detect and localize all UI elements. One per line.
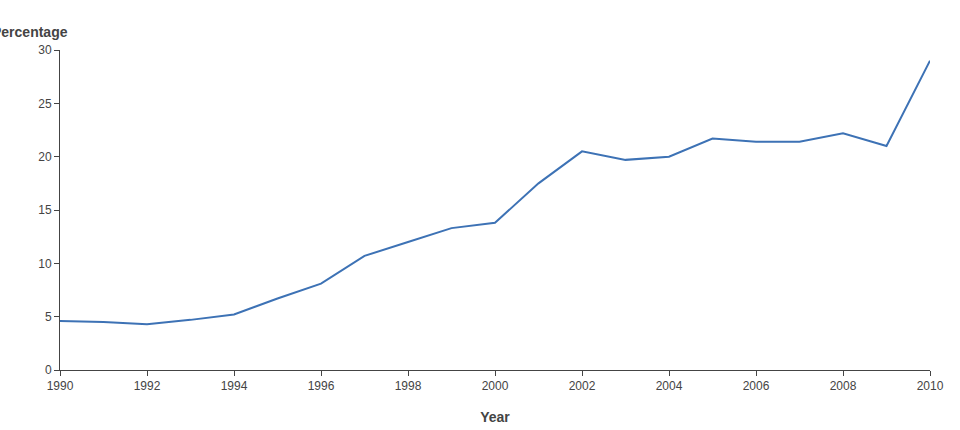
- svg-text:20: 20: [38, 150, 52, 164]
- svg-text:1992: 1992: [134, 379, 161, 393]
- svg-text:2006: 2006: [743, 379, 770, 393]
- svg-text:1990: 1990: [47, 379, 74, 393]
- svg-text:Percentage: Percentage: [0, 24, 68, 40]
- svg-text:30: 30: [38, 43, 52, 57]
- svg-text:Year: Year: [480, 409, 510, 425]
- svg-text:2010: 2010: [917, 379, 944, 393]
- svg-text:2008: 2008: [830, 379, 857, 393]
- svg-text:1994: 1994: [221, 379, 248, 393]
- svg-text:25: 25: [38, 97, 52, 111]
- svg-text:15: 15: [38, 203, 52, 217]
- svg-text:1998: 1998: [395, 379, 422, 393]
- svg-text:2004: 2004: [656, 379, 683, 393]
- svg-text:5: 5: [45, 310, 52, 324]
- svg-text:2002: 2002: [569, 379, 596, 393]
- svg-text:2000: 2000: [482, 379, 509, 393]
- svg-text:0: 0: [45, 363, 52, 377]
- svg-text:10: 10: [38, 257, 52, 271]
- svg-text:1996: 1996: [308, 379, 335, 393]
